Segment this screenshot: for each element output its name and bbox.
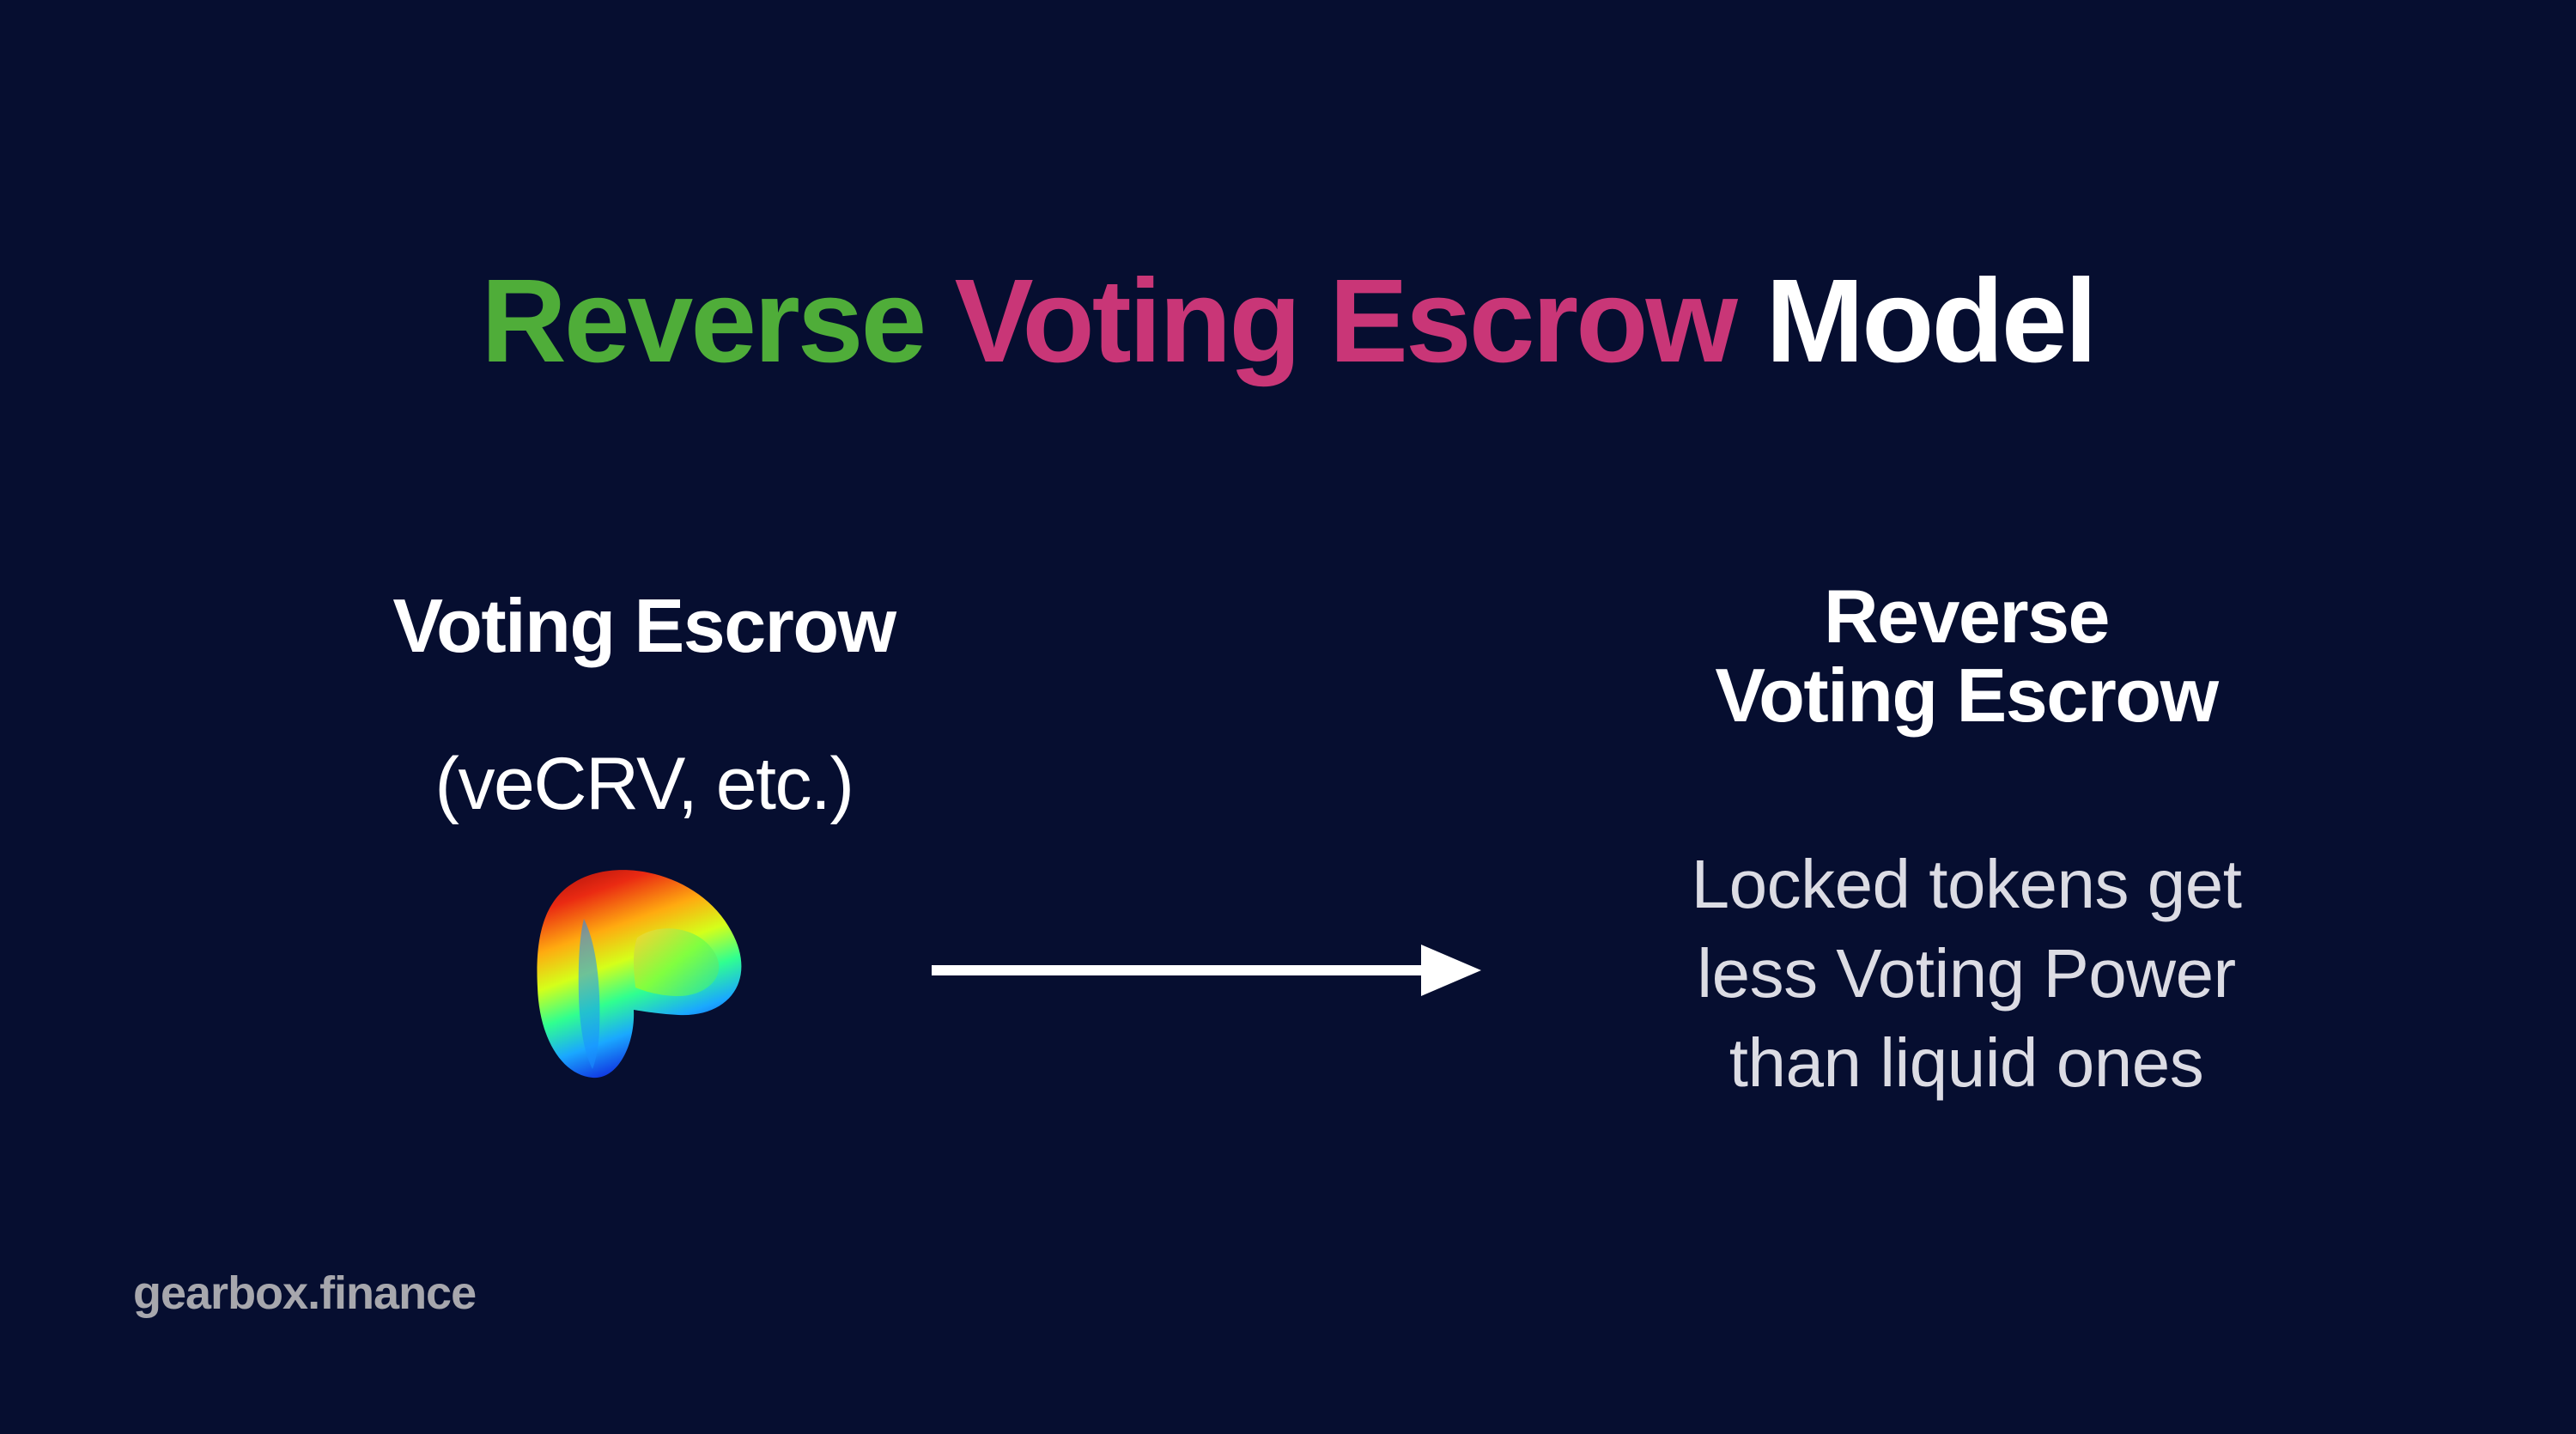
right-arrow-icon [932,945,1481,996]
vecrv-subheading: (veCRV, etc.) [434,743,854,825]
title-voting-escrow: Voting Escrow [954,255,1738,387]
desc-line-2: less Voting Power [1697,935,2236,1012]
title-reverse: Reverse [481,255,927,387]
heading-line-1: Reverse [1823,574,2111,659]
heading-line-2: Voting Escrow [1715,653,2219,738]
desc-line-1: Locked tokens get [1691,846,2242,922]
voting-escrow-heading: Voting Escrow [392,583,896,668]
desc-line-3: than liquid ones [1728,1024,2204,1101]
title-model: Model [1765,255,2098,387]
curve-logo-icon [537,870,742,1079]
reverse-voting-escrow-description: Locked tokens get less Voting Power than… [1571,840,2361,1108]
footer-brand: gearbox.finance [133,1267,477,1319]
slide-title: Reverse Voting Escrow Model [0,262,2576,380]
reverse-voting-escrow-heading: Reverse Voting Escrow [1571,577,2361,735]
